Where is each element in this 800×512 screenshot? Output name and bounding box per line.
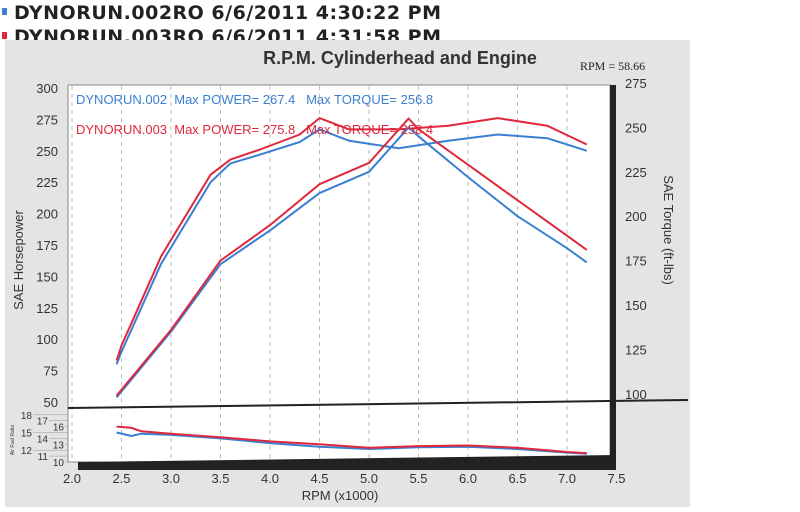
- series-line-power-dynorun-002: [115, 128, 588, 365]
- rpm-corner-readout: RPM = 58.66: [580, 59, 645, 73]
- right-tick-label: 150: [625, 298, 647, 313]
- right-tick-label: 275: [625, 76, 647, 91]
- series-line-torque-dynorun-003: [115, 117, 588, 397]
- run-003-color-swatch: [2, 32, 7, 39]
- left-tick-label: 275: [36, 112, 58, 127]
- lower-tick-label: 17: [37, 417, 49, 428]
- lower-tick-label: 11: [38, 452, 49, 463]
- right-tick-label: 250: [625, 120, 647, 135]
- lower-tick-label: 12: [21, 446, 33, 457]
- x-tick-label: 3.5: [211, 471, 229, 486]
- left-tick-label: 225: [36, 175, 58, 190]
- x-tick-label: 6.5: [508, 471, 526, 486]
- left-tick-label: 300: [36, 81, 58, 96]
- annotation-run-003: DYNORUN.003 Max POWER= 275.8 Max TORQUE=…: [76, 122, 433, 137]
- x-tick-label: 3.0: [162, 471, 180, 486]
- series-line-afr-dynorun-003: [116, 425, 587, 455]
- lower-tick-label: 10: [53, 458, 65, 469]
- right-tick-label: 200: [625, 209, 647, 224]
- lower-tick-label: 16: [53, 423, 65, 434]
- x-axis-label: RPM (x1000): [302, 488, 379, 503]
- plot-border-right: [610, 85, 616, 470]
- lower-tick-label: 15: [21, 429, 33, 440]
- left-tick-label: 250: [36, 144, 58, 159]
- x-tick-label: 4.0: [261, 471, 279, 486]
- left-tick-label: 200: [36, 207, 58, 222]
- x-tick-label: 2.0: [63, 471, 81, 486]
- right-tick-label: 175: [625, 254, 647, 269]
- run-header-002: DYNORUN.002RO 6/6/2011 4:30:22 PM: [2, 2, 442, 24]
- right-tick-label: 125: [625, 342, 647, 357]
- left-tick-label: 50: [44, 395, 58, 410]
- lower-tick-label: 14: [37, 434, 49, 445]
- x-tick-label: 6.0: [459, 471, 477, 486]
- run-002-color-swatch: [2, 8, 7, 15]
- x-tick-label: 2.5: [112, 471, 130, 486]
- chart-title: R.P.M. Cylinderhead and Engine: [263, 48, 537, 68]
- plot-border-bottom: [78, 455, 616, 470]
- right-tick-label: 100: [625, 387, 647, 402]
- x-tick-label: 7.0: [558, 471, 576, 486]
- series-line-afr-dynorun-002: [116, 431, 587, 455]
- lower-axis-label: Air Fuel Ratio: [10, 425, 16, 456]
- lower-tick-label: 18: [21, 411, 33, 422]
- run-002-label: DYNORUN.002RO 6/6/2011 4:30:22 PM: [14, 2, 442, 24]
- right-tick-label: 225: [625, 165, 647, 180]
- lower-tick-label: 13: [53, 440, 65, 451]
- panel-divider: [67, 399, 689, 409]
- left-tick-label: 125: [36, 301, 58, 316]
- x-tick-label: 4.5: [310, 471, 328, 486]
- left-tick-label: 100: [36, 332, 58, 347]
- series-line-torque-dynorun-002: [115, 126, 588, 399]
- left-tick-label: 175: [36, 238, 58, 253]
- annotation-run-002: DYNORUN.002 Max POWER= 267.4 Max TORQUE=…: [76, 92, 433, 107]
- left-axis-label: SAE Horsepower: [11, 209, 26, 309]
- x-tick-label: 5.0: [360, 471, 378, 486]
- series-line-power-dynorun-003: [115, 117, 588, 361]
- left-tick-label: 75: [44, 364, 58, 379]
- right-axis-label: SAE Torque (ft-lbs): [661, 175, 676, 285]
- x-tick-label: 5.5: [409, 471, 427, 486]
- x-tick-label: 7.5: [607, 471, 625, 486]
- left-tick-label: 150: [36, 269, 58, 284]
